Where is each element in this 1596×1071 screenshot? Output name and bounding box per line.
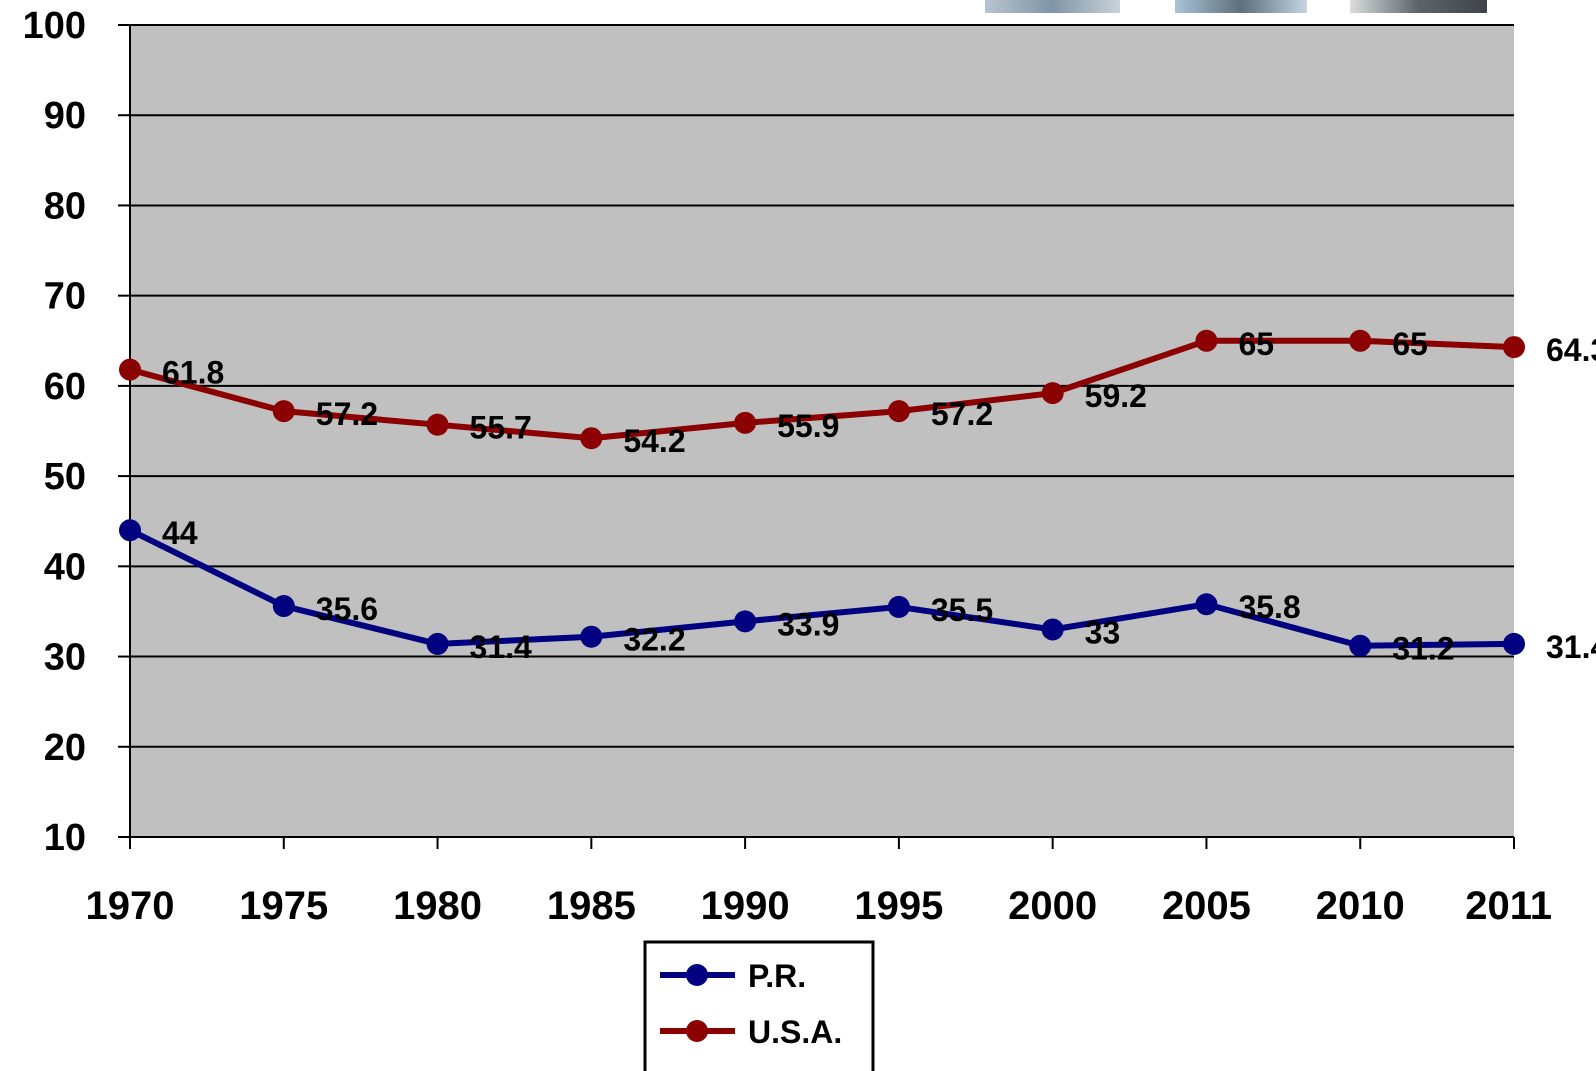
data-labels: 44 35.6 31.4 32.2 33.9 35.5 33 35.8 31.2 31.4 61.8… [162,326,1596,667]
plot-area [130,25,1514,837]
data-label: 31.4 [1546,629,1596,665]
data-label: 54.2 [623,423,685,459]
data-label: 65 [1238,326,1274,362]
data-label: 32.2 [623,622,685,658]
legend-marker [686,964,708,986]
legend: P.R. U.S.A. [643,940,875,1071]
data-label: 64.3 [1546,332,1596,368]
data-label: 35.8 [1238,589,1300,625]
data-label: 33.9 [777,606,839,642]
data-label: 55.7 [470,410,532,446]
data-label: 59.2 [1085,378,1147,414]
data-point [734,610,757,633]
photo-thumbnail-3 [1350,0,1487,13]
x-tick-label: 1995 [854,884,943,928]
data-point [1349,329,1372,352]
data-label: 31.2 [1392,631,1454,667]
y-tick-label: 70 [44,276,86,318]
photo-thumbnail-2 [1175,0,1307,13]
data-label: 55.9 [777,408,839,444]
y-tick-label: 60 [44,366,86,408]
legend-label: U.S.A. [748,1014,842,1050]
series-line [128,527,1515,649]
y-tick-label: 90 [44,95,86,137]
x-tick-label: 1970 [86,884,175,928]
data-label: 35.6 [316,591,378,627]
x-tick-label: 2000 [1008,884,1097,928]
legend-label: P.R. [748,958,806,994]
data-point [580,625,603,648]
y-tick-label: 50 [44,456,86,498]
data-point [887,595,910,618]
data-point [426,632,449,655]
y-tick-label: 30 [44,637,86,679]
data-point [272,400,295,423]
series-layer [119,329,1525,657]
data-label: 65 [1392,326,1428,362]
legend-marker [686,1020,708,1042]
data-point [119,519,141,542]
data-point [272,595,295,618]
y-axis-ticks: 10 20 30 40 50 60 70 80 90 100 [23,5,86,859]
y-tick-label: 10 [44,817,86,859]
data-label: 57.2 [316,396,378,432]
data-point [1195,329,1218,352]
data-point [1349,634,1372,657]
axes [118,24,1515,849]
data-point [580,427,603,450]
x-tick-label: 1980 [393,884,482,928]
data-point [887,400,910,423]
y-tick-label: 20 [44,727,86,769]
data-label: 44 [162,515,198,551]
data-label: 33 [1085,614,1121,650]
data-point [1041,618,1064,641]
x-tick-label: 1985 [547,884,636,928]
x-tick-label: 2011 [1465,884,1552,928]
y-tick-label: 80 [44,185,86,227]
data-point [1503,632,1525,655]
x-tick-label: 2005 [1162,884,1251,928]
gridlines [130,24,1514,748]
data-point [1503,336,1525,359]
x-tick-label: 2010 [1316,884,1405,928]
x-tick-label: 1975 [239,884,328,928]
y-tick-label: 100 [23,5,86,47]
photo-thumbnail-1 [985,0,1120,13]
y-tick-label: 40 [44,546,86,588]
x-axis-ticks: 1970 1975 1980 1985 1990 1995 2000 2005 2010 2011 [86,884,1552,928]
x-tick-label: 1990 [701,884,790,928]
data-label: 35.5 [931,592,993,628]
legend-box [643,940,875,1071]
data-point [1041,382,1064,405]
data-point [1195,593,1218,616]
data-label: 61.8 [162,355,224,391]
data-point [734,411,757,434]
data-point [426,413,449,436]
data-label: 57.2 [931,396,993,432]
data-point [119,358,141,381]
data-label: 31.4 [470,629,532,665]
series-line [129,337,1515,442]
